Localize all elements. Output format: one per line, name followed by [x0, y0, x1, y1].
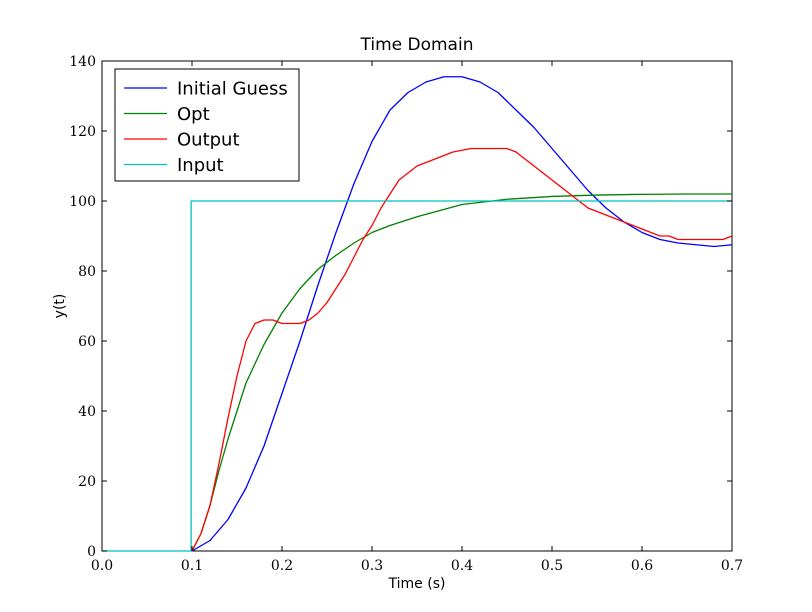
y-tick-label: 20 [78, 474, 96, 490]
legend-label-opt: Opt [177, 104, 210, 125]
y-tick-label: 100 [69, 194, 96, 210]
x-tick-label: 0.1 [181, 558, 203, 574]
x-axis-label: Time (s) [388, 576, 446, 592]
series-line-input [102, 200, 732, 552]
legend-label-output: Output [177, 130, 240, 151]
x-tick-label: 0.7 [721, 558, 743, 574]
x-tick-label: 0.5 [541, 558, 563, 574]
y-tick-label: 80 [78, 264, 96, 280]
x-tick-label: 0.4 [451, 558, 473, 574]
series-layer [102, 76, 732, 552]
y-tick-label: 140 [69, 54, 96, 70]
x-tick-label: 0.0 [91, 558, 113, 574]
x-tick-label: 0.2 [271, 558, 293, 574]
legend-label-input: Input [177, 155, 224, 176]
series-line-opt [191, 193, 732, 552]
series-line-initial-guess [191, 76, 732, 552]
y-tick-label: 40 [78, 404, 96, 420]
y-tick-label: 120 [69, 124, 96, 140]
y-tick-label: 60 [78, 334, 96, 350]
ticks-layer: 0.0 0.1 0.2 0.3 0.4 0.5 0.6 0.7 0 20 40 60 80 100 120 1… [69, 54, 743, 574]
series-line-output [191, 147, 732, 552]
y-tick-label: 0 [87, 544, 96, 560]
chart-title: Time Domain [360, 35, 474, 55]
legend: Initial Guess Opt Output Input [114, 68, 300, 182]
y-axis-label: y(t) [52, 294, 68, 319]
x-tick-label: 0.6 [631, 558, 653, 574]
legend-label-initial-guess: Initial Guess [177, 79, 288, 100]
x-tick-label: 0.3 [361, 558, 383, 574]
